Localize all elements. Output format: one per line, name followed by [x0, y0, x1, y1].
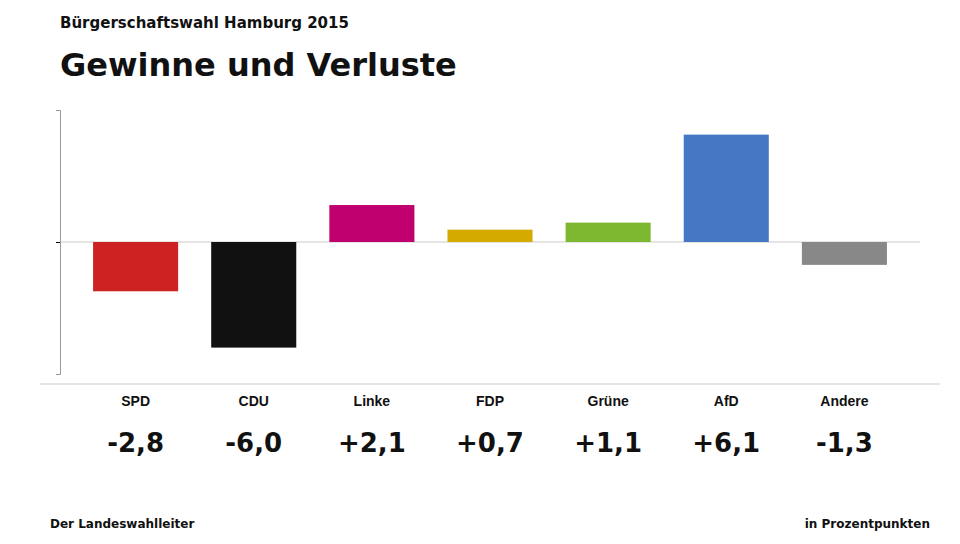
bar [93, 242, 178, 291]
data-label: -6,0 [225, 428, 282, 458]
data-label: -2,8 [107, 428, 164, 458]
annotation: in Prozentpunkten [805, 517, 930, 531]
plot-area: SPD CDU Linke FDP Grüne AfD Andere -2,8 -6,0 +2,1… [40, 111, 940, 459]
x-tick-label: AfD [714, 393, 739, 409]
title: Gewinne und Verluste [60, 46, 457, 84]
x-tick-label: CDU [239, 393, 269, 409]
y-axis-line [56, 111, 61, 375]
x-tick: CDU [239, 390, 269, 409]
x-axis: SPD CDU Linke FDP Grüne AfD Andere [121, 390, 869, 409]
subtitle: Bürgerschaftswahl Hamburg 2015 [60, 14, 349, 32]
x-tick: AfD [714, 390, 739, 409]
y-axis [56, 111, 61, 375]
x-tick: Linke [354, 390, 391, 409]
data-label: -1,3 [816, 428, 873, 458]
chart: Bürgerschaftswahl Hamburg 2015 Gewinne un… [0, 0, 960, 544]
x-tick-label: Grüne [588, 393, 629, 409]
annotation: Der Landeswahlleiter [50, 517, 194, 531]
table-separator [40, 384, 940, 385]
bar [447, 230, 532, 242]
data-label: +2,1 [338, 428, 406, 458]
y-tick-mark [56, 242, 60, 243]
x-tick-label: Andere [820, 393, 868, 409]
x-tick: SPD [121, 390, 150, 409]
x-tick: Grüne [588, 390, 629, 409]
data-label: +6,1 [692, 428, 760, 458]
x-tick-label: Linke [354, 393, 391, 409]
data-label: +1,1 [574, 428, 642, 458]
x-tick: FDP [476, 390, 504, 409]
data-labels: -2,8 -6,0 +2,1 +0,7 +1,1 +6,1 -1,3 [107, 428, 873, 458]
bar [566, 223, 651, 242]
bars [93, 135, 887, 348]
bar [802, 242, 887, 265]
y-tick [56, 242, 60, 243]
x-tick: Andere [820, 390, 868, 409]
data-label: +0,7 [456, 428, 524, 458]
bar [684, 135, 769, 242]
x-tick-label: FDP [476, 393, 504, 409]
bar [329, 205, 414, 242]
bar [211, 242, 296, 348]
x-tick-label: SPD [121, 393, 150, 409]
